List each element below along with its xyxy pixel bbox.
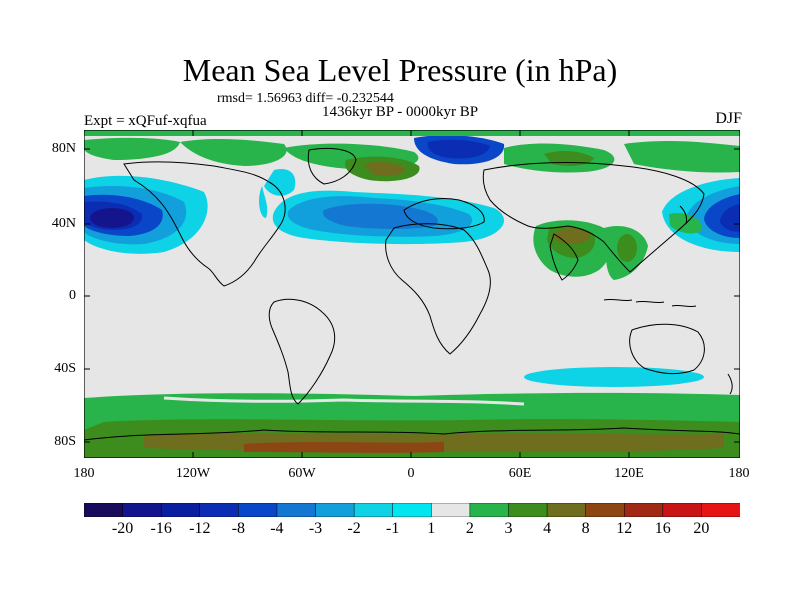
legend-swatch [238,503,278,517]
north-pacific-low-west [84,175,208,254]
legend-label: -4 [270,520,284,537]
legend-label: 12 [616,520,633,537]
legend-swatch [199,503,240,517]
legend-swatch [315,503,355,517]
legend-swatch [623,503,664,517]
legend-label: 8 [581,520,590,537]
x-tick-180w: 180 [73,466,95,481]
legend-swatch [662,503,703,517]
y-tick-40n: 40N [51,216,76,231]
southern-ocean-high [84,392,740,458]
period-text: 1436kyr BP - 0000kyr BP [322,104,479,120]
legend-swatch [84,503,124,517]
legend-label: -2 [347,520,361,537]
legend-swatch [508,503,548,517]
x-tick-180e: 180 [728,466,750,481]
legend-label: 3 [504,520,513,537]
legend-swatch [701,503,740,517]
legend-swatch [469,503,510,517]
x-tick-120e: 120E [614,466,644,481]
legend-label: 2 [465,520,474,537]
legend-swatch [546,503,587,517]
legend-label: -3 [308,520,323,537]
y-tick-80n: 80N [51,141,76,156]
legend-label: 20 [693,520,710,537]
x-tick-60w: 60W [288,466,316,481]
south-indian-low [524,367,704,387]
legend-label: -20 [111,520,134,537]
legend-swatch [585,503,625,517]
y-tick-0: 0 [69,288,76,303]
y-tick-80s: 80S [54,434,76,449]
legend-label: 4 [543,520,552,537]
legend-colorbar [84,503,740,517]
stats-text: rmsd= 1.56963 diff= -0.232544 [217,91,394,106]
legend-label: -8 [231,520,246,537]
x-tick-60e: 60E [508,466,532,481]
experiment-label: Expt = xQFuf-xqfua [84,113,207,129]
legend-swatch [392,503,433,517]
chart-title: Mean Sea Level Pressure (in hPa) [182,52,618,88]
legend-swatch [276,503,317,517]
legend-swatch [353,503,394,517]
arctic-features [84,130,740,182]
x-tick-120w: 120W [175,466,211,481]
legend-label: 1 [427,520,436,537]
legend-label: 16 [654,520,671,537]
pressure-map [84,130,740,458]
y-tick-40s: 40S [54,361,76,376]
legend-swatch [431,503,471,517]
season-label: DJF [715,110,742,127]
legend-label: -16 [150,520,172,537]
x-tick-0: 0 [407,466,415,481]
legend-swatch [122,503,162,517]
legend-label: -12 [189,520,211,537]
coastlines [84,147,740,441]
legend-swatch [160,503,201,517]
legend-label: -1 [386,520,400,537]
